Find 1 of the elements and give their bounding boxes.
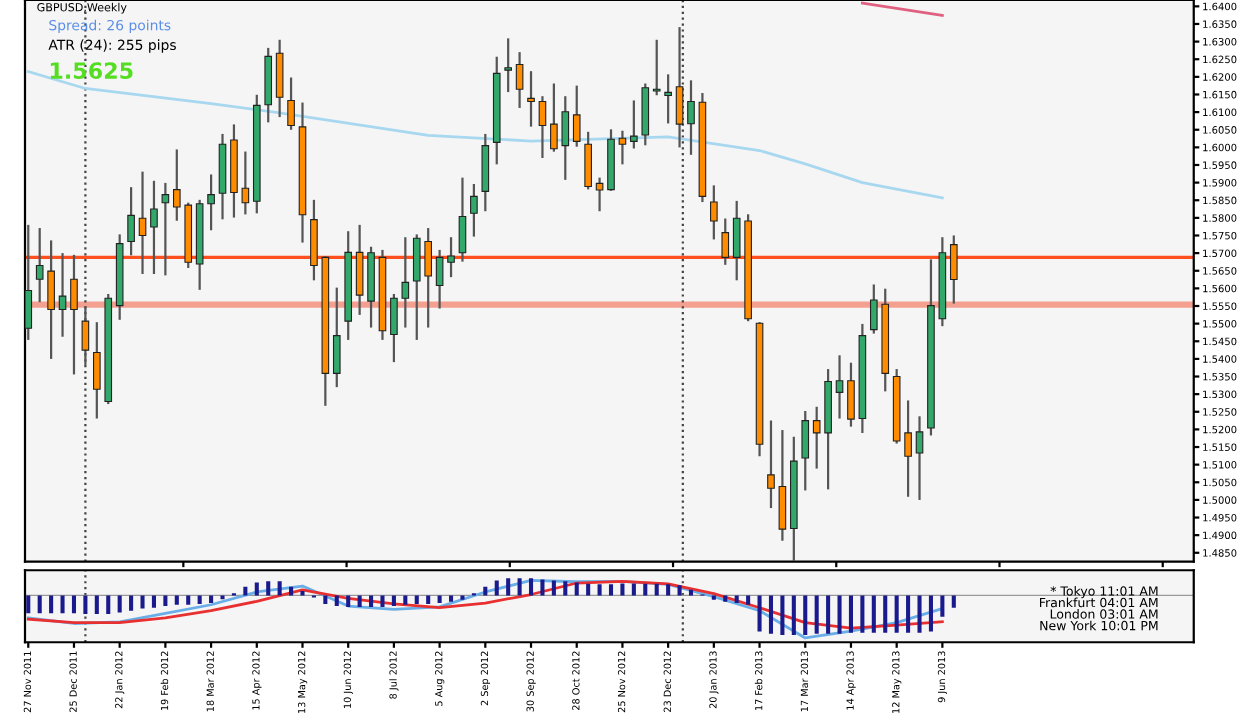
annotation: 1.5625 <box>50 62 133 79</box>
